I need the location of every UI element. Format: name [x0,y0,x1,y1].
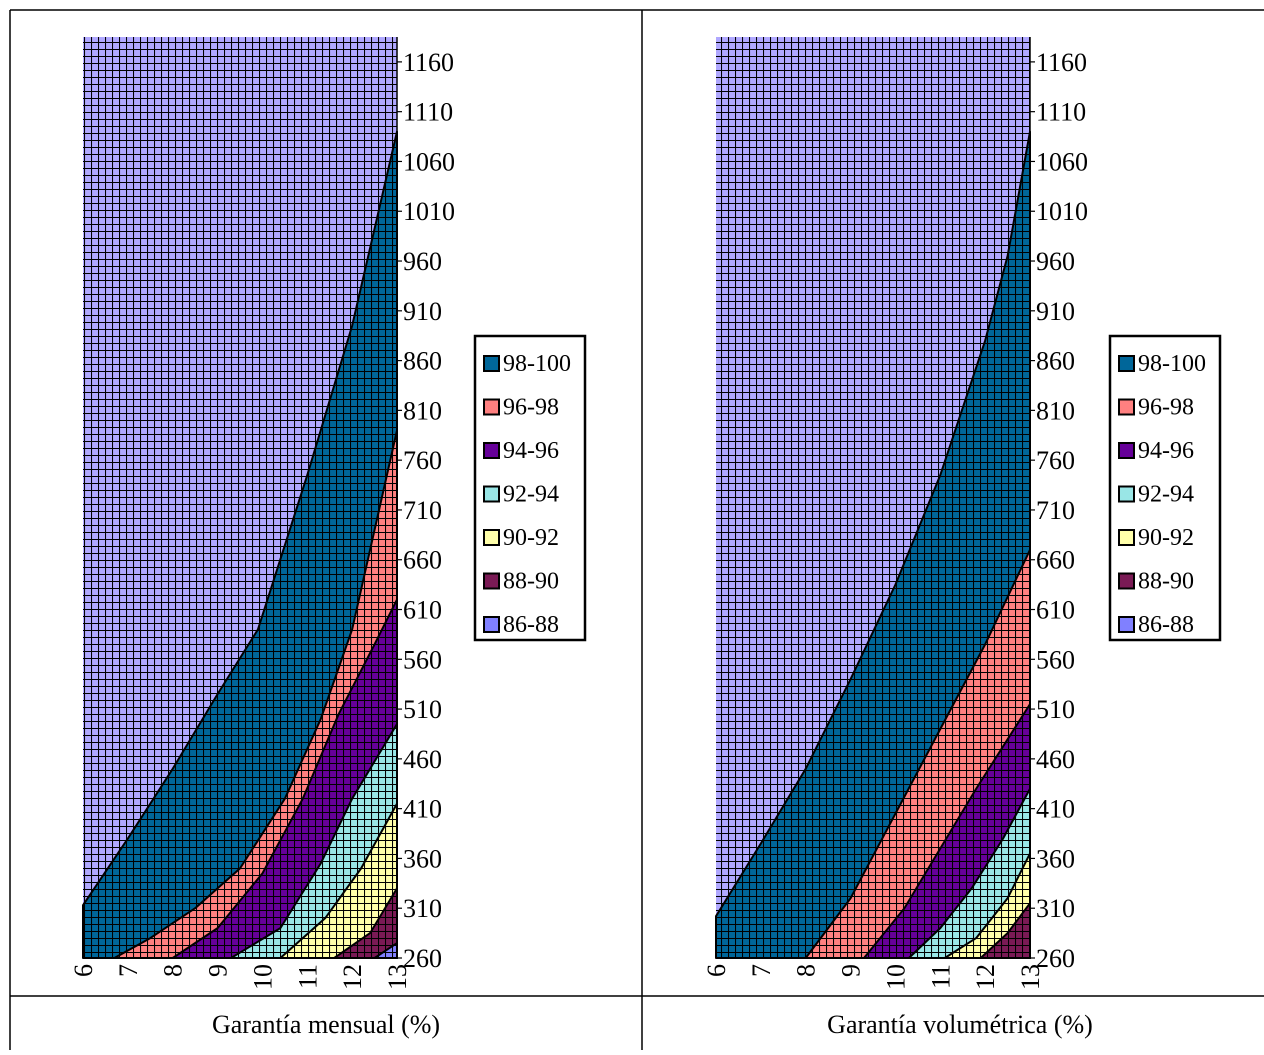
legend-swatch [1118,572,1135,590]
y-tick-label: 760 [1036,446,1075,475]
y-tick-label: 560 [1036,645,1075,674]
legend-label: 98-100 [503,351,571,377]
x-tick-label: 13 [383,964,412,990]
legend-label: 94-96 [503,438,559,464]
legend-swatch [1118,616,1135,633]
legend-label: 96-98 [503,395,559,421]
y-tick-label: 410 [1036,795,1075,824]
y-tick-label: 710 [1036,496,1075,525]
legend-label: 86-88 [503,612,559,638]
legend: 98-100 96-98 94-96 92-94 90-92 88-90 86-88 [1108,334,1222,642]
y-tick-label: 1110 [1036,98,1086,127]
legend-label: 98-100 [1138,351,1206,377]
table-frame [9,9,1264,1050]
x-tick-label: 9 [204,964,233,977]
y-tick-label: 860 [403,347,442,376]
x-tick-label: 10 [248,964,277,990]
x-tick-label: 12 [338,964,367,990]
y-tick-label: 910 [1036,297,1075,326]
x-tick-label: 6 [69,964,98,977]
chart-panel-right: 2603103604104605105606106607107608108609… [702,37,1222,990]
y-tick-label: 510 [1036,695,1075,724]
x-tick-label: 9 [837,964,866,977]
y-tick-label: 960 [1036,247,1075,276]
y-tick-label: 560 [403,645,442,674]
y-tick-label: 1010 [403,197,455,226]
legend-label: 92-94 [1138,482,1194,508]
y-tick-label: 960 [403,247,442,276]
legend-label: 92-94 [503,482,559,508]
y-tick-label: 860 [1036,347,1075,376]
y-tick-label: 660 [1036,546,1075,575]
y-tick-label: 660 [403,546,442,575]
y-tick-label: 710 [403,496,442,525]
y-tick-label: 610 [403,596,442,625]
y-tick-label: 510 [403,695,442,724]
y-tick-label: 760 [403,446,442,475]
y-tick-label: 1010 [1036,197,1088,226]
x-axis-label-right: Garantía volumétrica (%) [827,1010,1093,1039]
legend-swatch [1118,529,1135,546]
y-tick-label: 810 [1036,396,1075,425]
y-tick-label: 310 [1036,894,1075,923]
legend: 98-100 96-98 94-96 92-94 90-92 88-90 86-88 [473,334,587,642]
legend-label: 90-92 [1138,525,1194,551]
x-tick-label: 11 [293,964,322,989]
legend-label: 88-90 [503,569,559,595]
y-tick-label: 810 [403,396,442,425]
legend-swatch [483,529,500,546]
y-tick-label: 260 [1036,944,1075,973]
y-tick-label: 910 [403,297,442,326]
x-tick-label: 11 [926,964,955,989]
x-tick-label: 7 [747,964,776,977]
y-tick-label: 1060 [1036,147,1088,176]
x-tick-label: 6 [702,964,731,977]
y-tick-label: 1160 [403,48,454,77]
legend-swatch [1118,355,1135,372]
legend-swatch [483,398,500,416]
y-tick-label: 310 [403,894,442,923]
legend-swatch [483,485,500,503]
legend-swatch [483,572,500,590]
legend-label: 88-90 [1138,569,1194,595]
y-tick-label: 460 [1036,745,1075,774]
y-tick-label: 360 [403,844,442,873]
legend-swatch [483,442,500,459]
y-tick-label: 610 [1036,596,1075,625]
legend-swatch [1118,442,1135,459]
legend-swatch [1118,485,1135,503]
legend-label: 86-88 [1138,612,1194,638]
y-tick-label: 260 [403,944,442,973]
legend-label: 96-98 [1138,395,1194,421]
x-tick-label: 10 [881,964,910,990]
y-tick-label: 1060 [403,147,455,176]
x-tick-label: 12 [971,964,1000,990]
x-tick-label: 8 [159,964,188,977]
x-tick-label: 13 [1016,964,1045,990]
legend-swatch [483,616,500,633]
x-tick-label: 8 [792,964,821,977]
legend-label: 90-92 [503,525,559,551]
y-tick-label: 1160 [1036,48,1087,77]
y-tick-label: 460 [403,745,442,774]
y-tick-label: 1110 [403,98,453,127]
y-tick-label: 410 [403,795,442,824]
y-tick-label: 360 [1036,844,1075,873]
legend-swatch [483,355,500,372]
x-axis-label-left: Garantía mensual (%) [212,1010,440,1039]
x-tick-label: 7 [114,964,143,977]
chart-panel-left: 2603103604104605105606106607107608108609… [69,37,587,990]
legend-swatch [1118,398,1135,416]
legend-label: 94-96 [1138,438,1194,464]
